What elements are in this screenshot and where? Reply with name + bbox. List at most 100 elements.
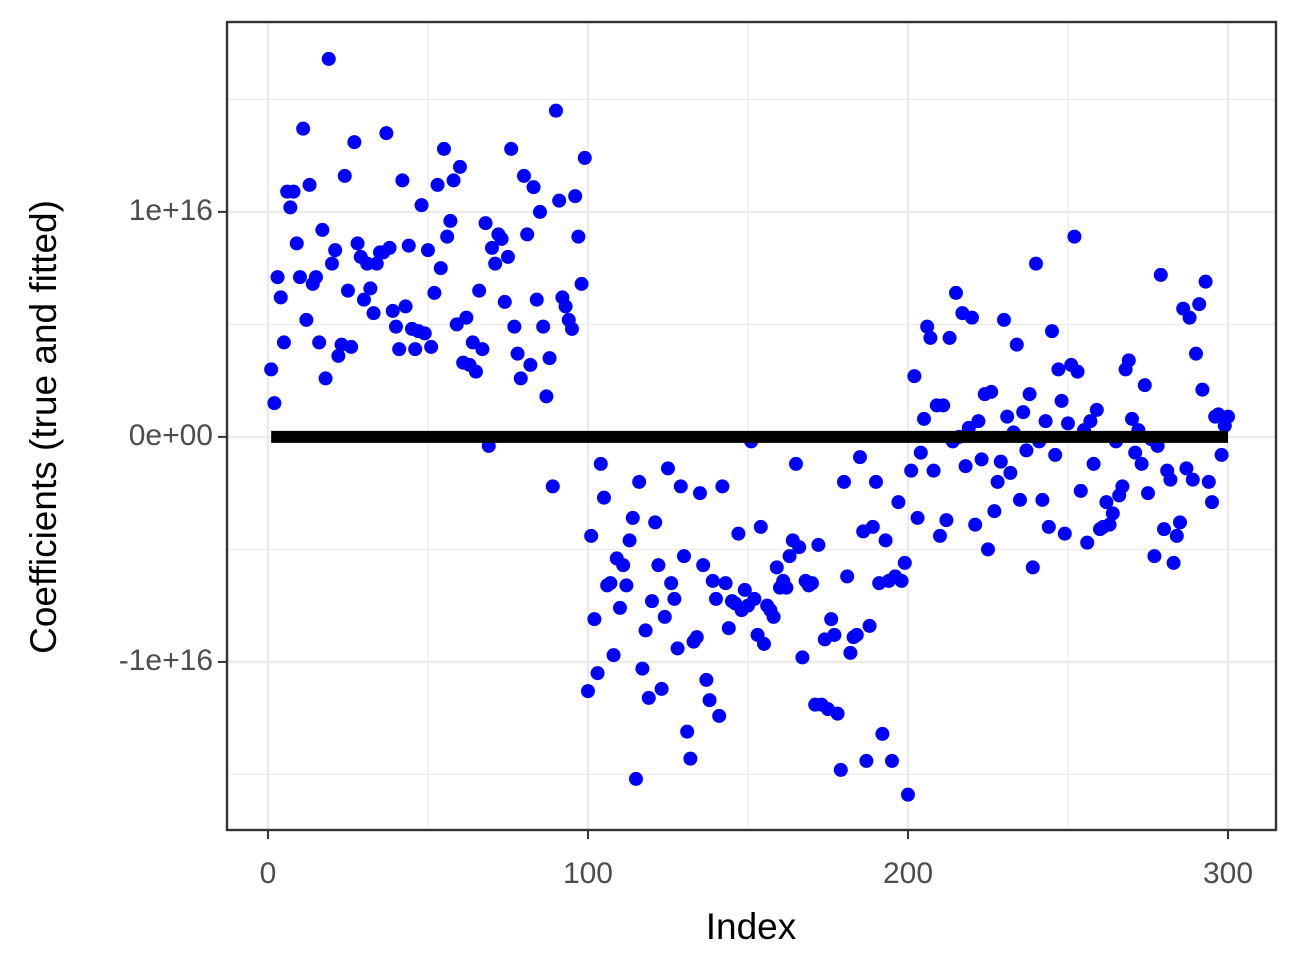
point bbox=[1201, 474, 1216, 489]
point bbox=[366, 306, 381, 321]
point bbox=[721, 621, 736, 636]
point bbox=[635, 661, 650, 676]
point bbox=[494, 231, 509, 246]
point bbox=[1137, 378, 1152, 393]
point bbox=[875, 726, 890, 741]
point bbox=[299, 312, 314, 327]
point bbox=[638, 623, 653, 638]
point bbox=[1169, 528, 1184, 543]
point bbox=[267, 396, 282, 411]
point bbox=[603, 576, 618, 591]
point bbox=[859, 753, 874, 768]
point bbox=[939, 513, 954, 528]
point bbox=[350, 236, 365, 251]
point bbox=[292, 270, 307, 285]
point bbox=[862, 618, 877, 633]
point bbox=[1166, 555, 1181, 570]
point bbox=[923, 330, 938, 345]
point bbox=[398, 299, 413, 314]
point bbox=[443, 213, 458, 228]
point bbox=[849, 627, 864, 642]
point bbox=[1128, 445, 1143, 460]
point bbox=[452, 159, 467, 174]
x-tick-label: 300 bbox=[1203, 857, 1253, 890]
point bbox=[836, 474, 851, 489]
point bbox=[696, 558, 711, 573]
point bbox=[1192, 297, 1207, 312]
point bbox=[756, 636, 771, 651]
point bbox=[1044, 324, 1059, 339]
point bbox=[296, 121, 311, 136]
point bbox=[302, 177, 317, 192]
point bbox=[276, 335, 291, 350]
point bbox=[660, 461, 675, 476]
point bbox=[667, 591, 682, 606]
point bbox=[795, 650, 810, 665]
point bbox=[331, 348, 346, 363]
point bbox=[472, 283, 487, 298]
point bbox=[641, 690, 656, 705]
point bbox=[900, 787, 915, 802]
point bbox=[913, 445, 928, 460]
point bbox=[545, 479, 560, 494]
point bbox=[968, 517, 983, 532]
point bbox=[324, 256, 339, 271]
point bbox=[504, 141, 519, 156]
point bbox=[500, 249, 515, 264]
point bbox=[942, 330, 957, 345]
point bbox=[379, 126, 394, 141]
y-tick-label: 1e+16 bbox=[129, 194, 213, 227]
point bbox=[395, 173, 410, 188]
point bbox=[558, 299, 573, 314]
point bbox=[1038, 414, 1053, 429]
point bbox=[590, 666, 605, 681]
point bbox=[574, 276, 589, 291]
point bbox=[964, 310, 979, 325]
point bbox=[401, 238, 416, 253]
point bbox=[868, 474, 883, 489]
point bbox=[1000, 409, 1015, 424]
point bbox=[788, 456, 803, 471]
point bbox=[804, 576, 819, 591]
point bbox=[1156, 522, 1171, 537]
point bbox=[424, 339, 439, 354]
point bbox=[926, 463, 941, 478]
point bbox=[689, 630, 704, 645]
point bbox=[548, 103, 563, 118]
point bbox=[328, 243, 343, 258]
point bbox=[1054, 393, 1069, 408]
point bbox=[1099, 495, 1114, 510]
point bbox=[283, 200, 298, 215]
point bbox=[427, 285, 442, 300]
point bbox=[910, 510, 925, 525]
point bbox=[1070, 364, 1085, 379]
point bbox=[1073, 483, 1088, 498]
point bbox=[644, 594, 659, 609]
plot-border bbox=[225, 20, 1278, 832]
point bbox=[894, 573, 909, 588]
point bbox=[1102, 517, 1117, 532]
point bbox=[779, 580, 794, 595]
point bbox=[318, 371, 333, 386]
point bbox=[552, 193, 567, 208]
point bbox=[907, 369, 922, 384]
point bbox=[484, 240, 499, 255]
point bbox=[1188, 346, 1203, 361]
point bbox=[987, 504, 1002, 519]
point bbox=[852, 450, 867, 465]
point bbox=[1179, 461, 1194, 476]
point bbox=[673, 479, 688, 494]
point bbox=[680, 724, 695, 739]
point bbox=[1172, 515, 1187, 530]
point bbox=[1195, 382, 1210, 397]
point bbox=[340, 283, 355, 298]
point bbox=[568, 189, 583, 204]
point bbox=[520, 227, 535, 242]
point bbox=[715, 479, 730, 494]
point bbox=[571, 229, 586, 244]
point bbox=[542, 351, 557, 366]
point bbox=[360, 256, 375, 271]
point bbox=[315, 222, 330, 237]
point bbox=[436, 141, 451, 156]
point bbox=[676, 549, 691, 564]
